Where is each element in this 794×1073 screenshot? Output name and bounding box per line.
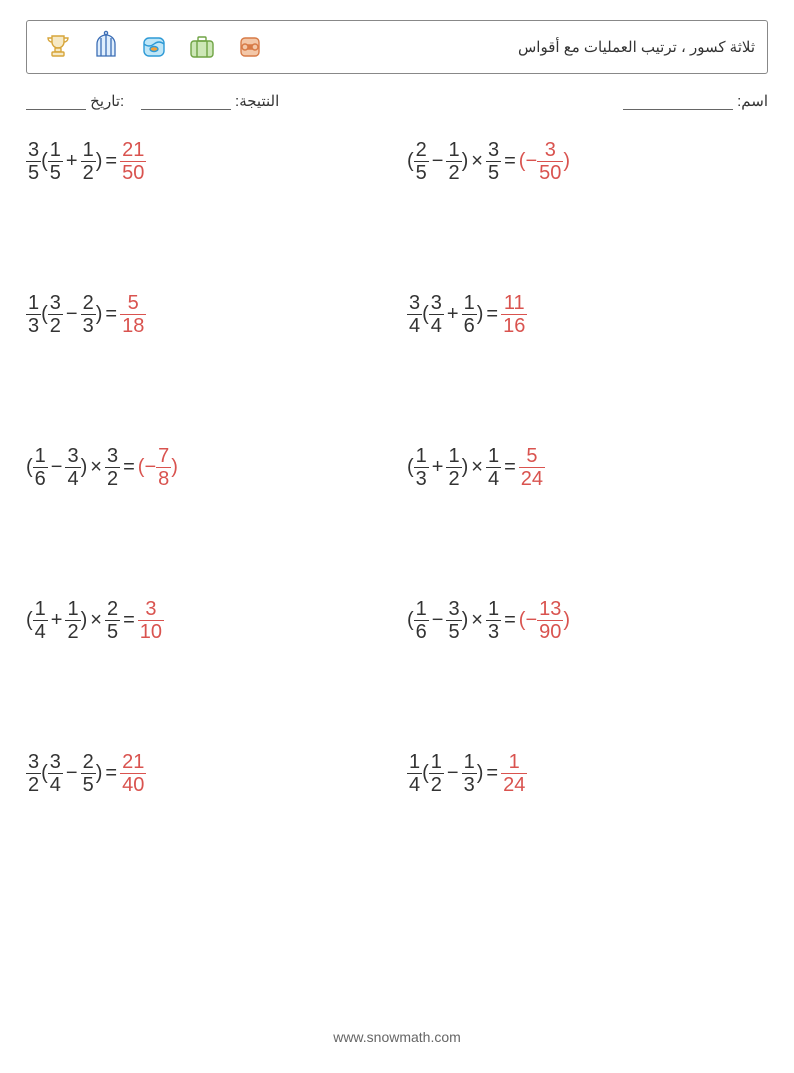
result-underline (141, 96, 231, 110)
meta-row: اسم: النتيجة: :تاريخ (26, 92, 768, 110)
fishbowl-icon (135, 28, 173, 66)
worksheet-title: ثلاثة كسور ، ترتيب العمليات مع أقواس (518, 38, 755, 56)
footer-url: www.snowmath.com (0, 1029, 794, 1045)
dumbbell-icon (231, 28, 269, 66)
birdcage-icon (87, 28, 125, 66)
problem-9: 32(34−25)=2140 (26, 752, 387, 795)
problem-7: (14+12)×25=310 (26, 599, 387, 642)
problem-5: (16−34)×32=(−78) (26, 446, 387, 489)
problem-10: 14(12−13)=124 (407, 752, 768, 795)
date-underline (26, 96, 86, 110)
name-field: اسم: (623, 92, 768, 110)
problem-6: (13+12)×14=524 (407, 446, 768, 489)
problem-3: 13(32−23)=518 (26, 293, 387, 336)
name-label: اسم: (737, 93, 768, 110)
suitcase-icon (183, 28, 221, 66)
problem-8: (16−35)×13=(−1390) (407, 599, 768, 642)
right-meta: النتيجة: :تاريخ (26, 92, 279, 110)
worksheet-header: ثلاثة كسور ، ترتيب العمليات مع أقواس (26, 20, 768, 74)
problem-1: 35(15+12)=2150 (26, 140, 387, 183)
trophy-icon (39, 28, 77, 66)
date-label: :تاريخ (90, 93, 124, 110)
problem-2: (25−12)×35=(−350) (407, 140, 768, 183)
result-label: النتيجة: (235, 93, 279, 110)
name-underline (623, 96, 733, 110)
problem-4: 34(34+16)=1116 (407, 293, 768, 336)
header-icons (39, 28, 269, 66)
problems-grid: 35(15+12)=2150 (25−12)×35=(−350) 13(32−23)… (26, 140, 768, 795)
